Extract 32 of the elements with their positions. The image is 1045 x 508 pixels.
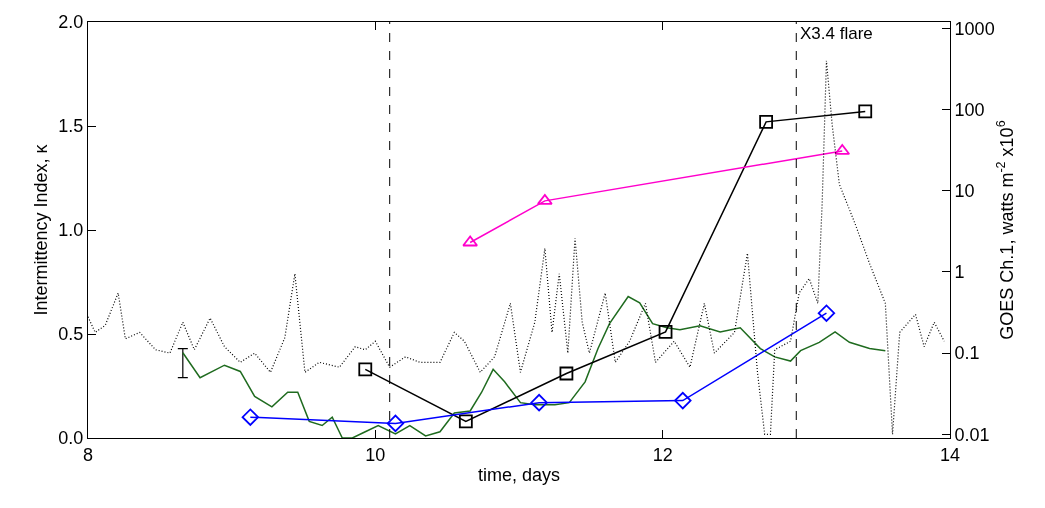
point [458, 414, 473, 429]
y-tick-label: 1.0 [58, 220, 84, 241]
x-tick-label: 10 [365, 444, 386, 465]
point [559, 366, 574, 381]
x-tick-label: 14 [939, 444, 961, 465]
y-tick-label: 0.5 [58, 324, 84, 345]
y2-tick-label: 0.01 [954, 424, 990, 445]
point [462, 235, 478, 247]
point [658, 325, 673, 339]
point [858, 104, 873, 119]
point [386, 414, 405, 433]
point [537, 193, 553, 205]
x-axis-title: time, days [477, 464, 561, 485]
y2-tick-label: 1000 [954, 18, 995, 39]
x-tick-label: 8 [82, 444, 94, 465]
y-tick-label: 2.0 [58, 12, 84, 33]
point [241, 408, 260, 426]
y-tick-label: 0.0 [58, 428, 84, 449]
x-tick-label: 12 [652, 444, 673, 465]
y2-tick-label: 100 [954, 99, 985, 120]
point [358, 362, 373, 377]
point [674, 391, 692, 410]
y2-tick-label: 1 [954, 262, 965, 283]
point [817, 304, 836, 322]
y2-tick-label: 0.1 [954, 343, 980, 364]
point [759, 114, 774, 129]
point [530, 393, 548, 412]
y-tick-label: 1.5 [58, 116, 84, 137]
ref-line-label: X3.4 flare [800, 24, 873, 43]
y2-tick-label: 10 [954, 181, 975, 202]
line-series [182, 295, 887, 438]
y-axis-title: Intermittency Index, κ [30, 143, 51, 316]
